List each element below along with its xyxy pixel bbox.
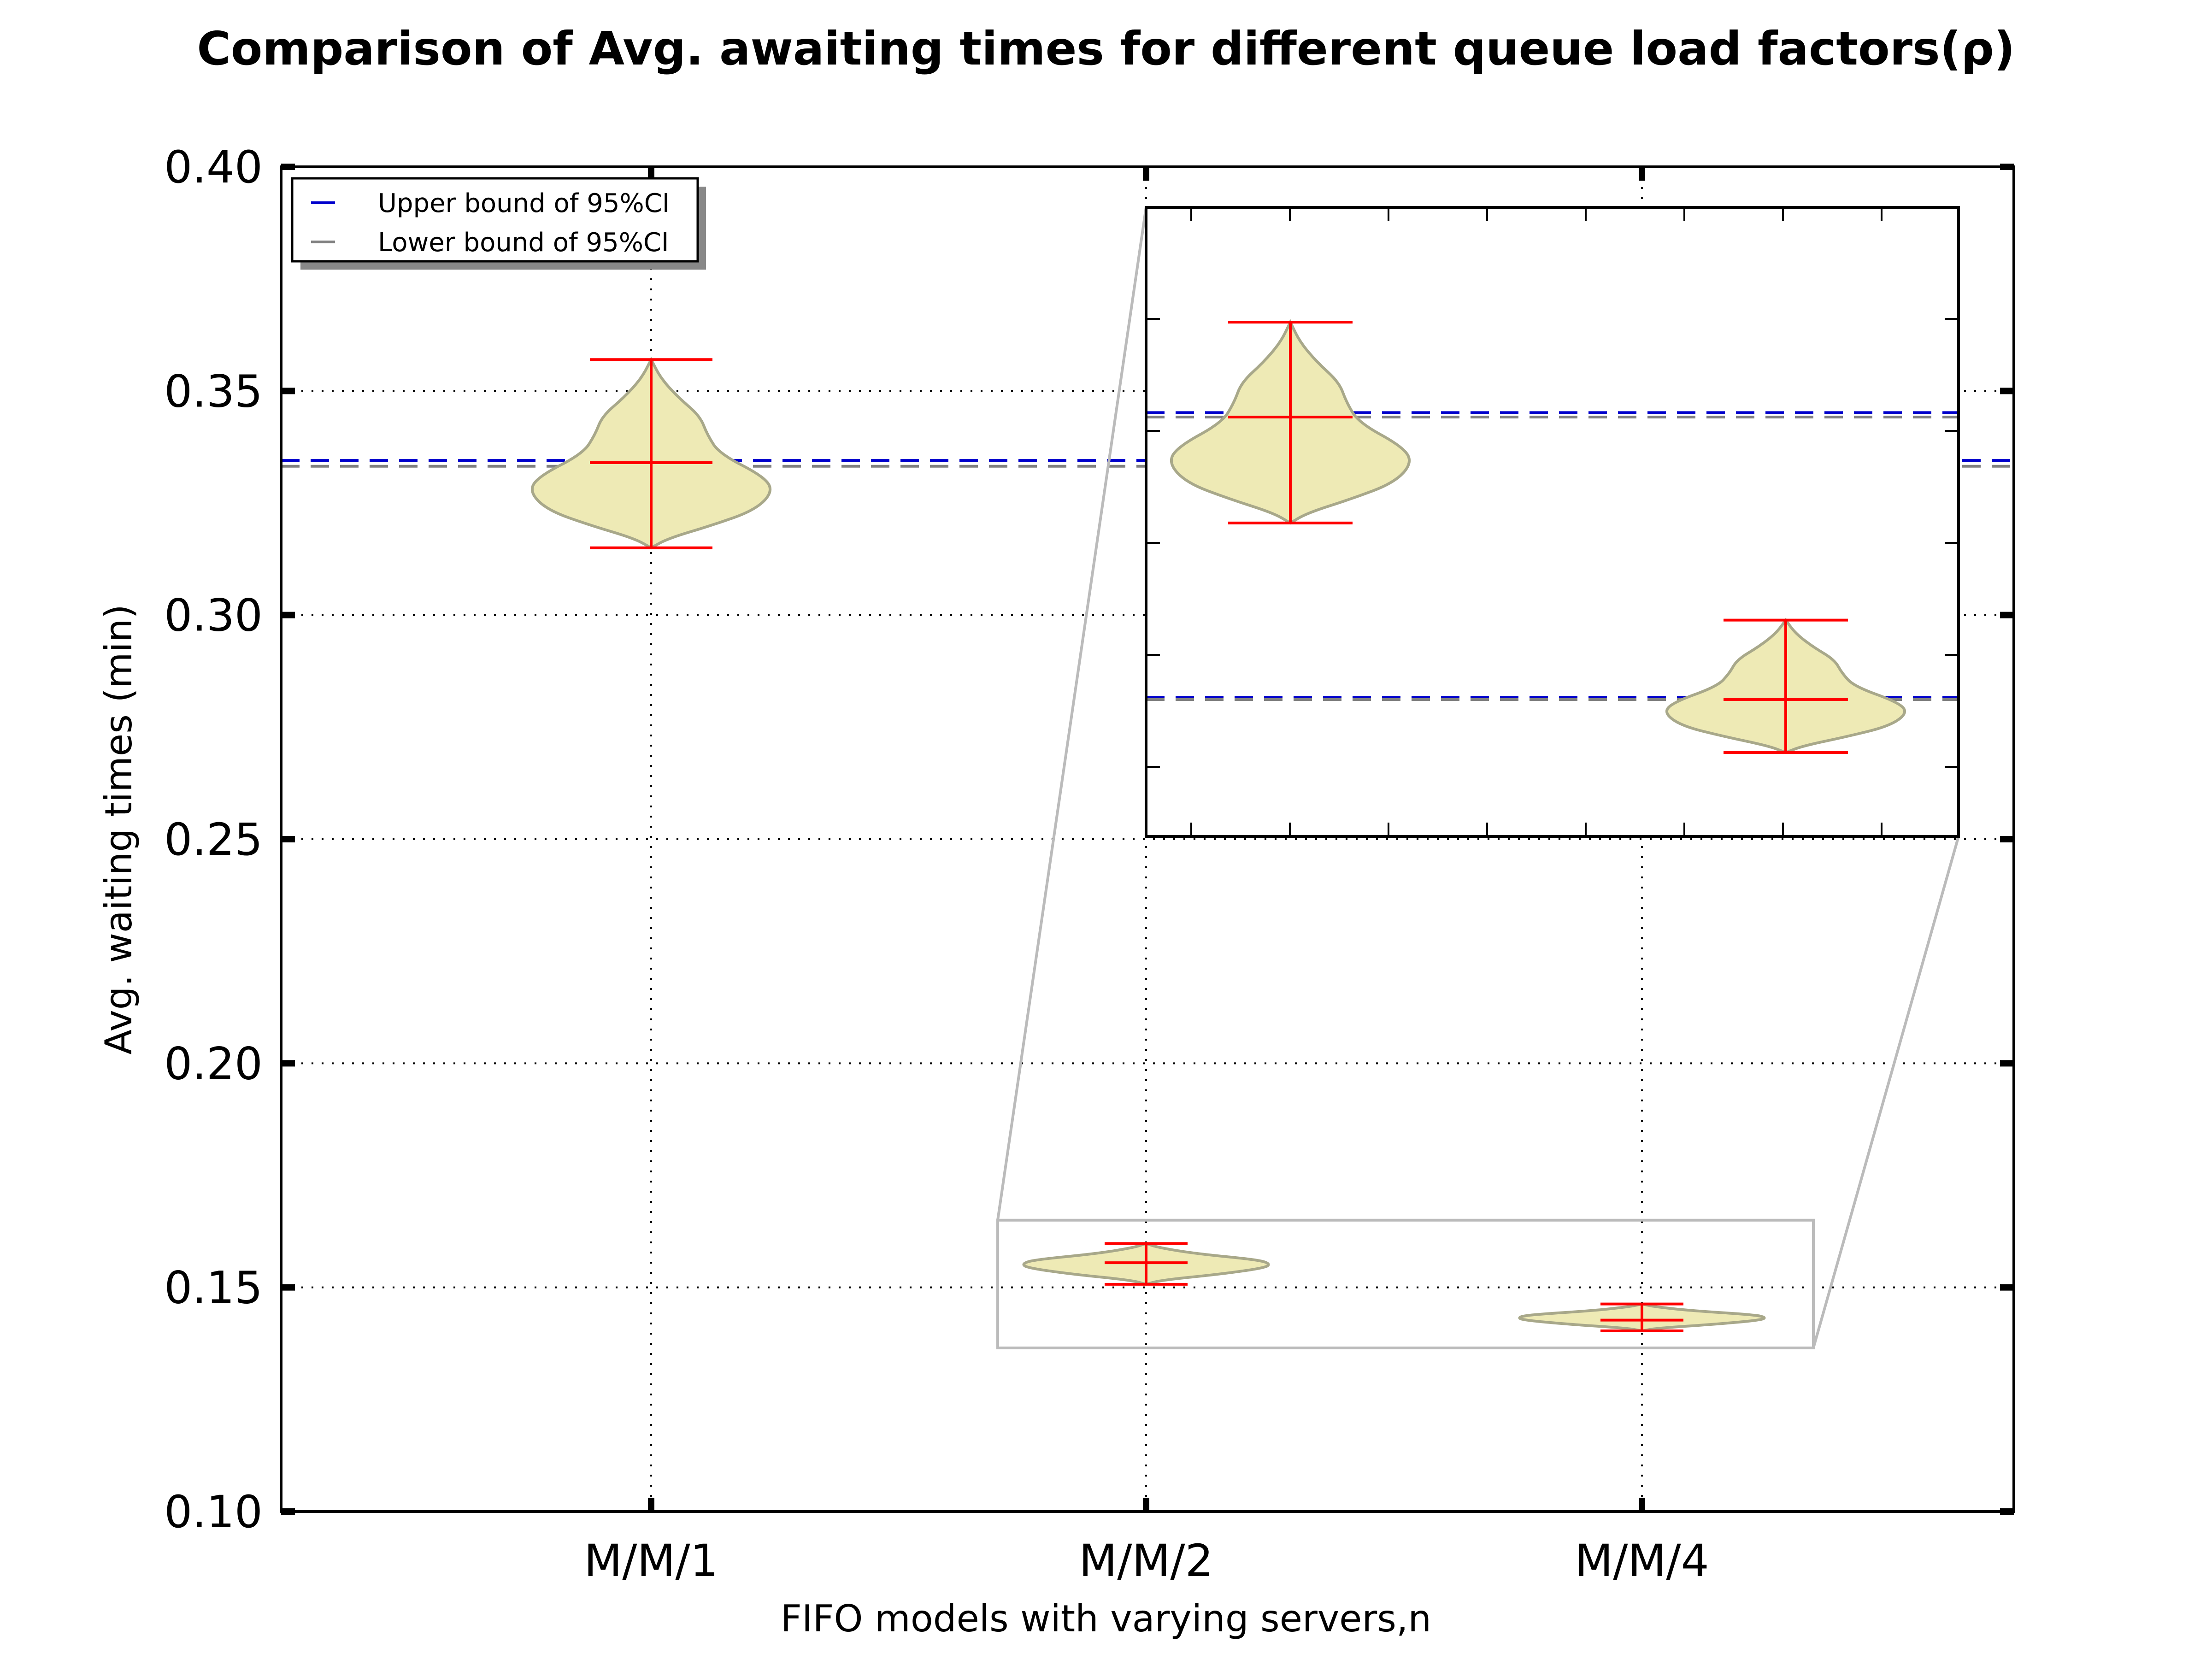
y-tick-label: 0.20 (164, 1038, 263, 1089)
x-tick-label: M/M/2 (1079, 1535, 1213, 1587)
y-tick-label: 0.25 (164, 814, 263, 865)
chart-title: Comparison of Avg. awaiting times for di… (197, 22, 2015, 76)
y-tick-label: 0.10 (164, 1486, 263, 1538)
zoom-connector (996, 207, 1147, 1221)
legend-label: Upper bound of 95%CI (378, 188, 670, 218)
main-violins (530, 356, 1766, 1333)
zoom-indicator (996, 207, 1960, 1349)
legend-label: Lower bound of 95%CI (378, 228, 669, 258)
y-axis-label: Avg. waiting times (min) (97, 604, 140, 1054)
zoom-box (996, 1218, 1815, 1349)
legend: Upper bound of 95%CI Lower bound of 95%CI (291, 177, 706, 270)
y-tick-label: 0.35 (164, 365, 263, 417)
x-tick-label: M/M/4 (1575, 1535, 1709, 1587)
y-tick-label: 0.30 (164, 590, 263, 641)
x-tick-label: M/M/1 (584, 1535, 718, 1587)
legend-box (291, 177, 699, 263)
inset-frame (1145, 206, 1960, 838)
x-axis-label: FIFO models with varying servers,n (781, 1597, 1431, 1640)
inset-axes (1145, 206, 1960, 838)
main-axes: 0.10 0.15 0.20 0.25 0.30 0.35 0.40 M/M/1 M/M/2 M/… (164, 141, 2015, 1587)
zoom-connector (1812, 836, 1960, 1348)
y-tick-label: 0.40 (164, 141, 263, 193)
y-tick-label: 0.15 (164, 1262, 263, 1314)
